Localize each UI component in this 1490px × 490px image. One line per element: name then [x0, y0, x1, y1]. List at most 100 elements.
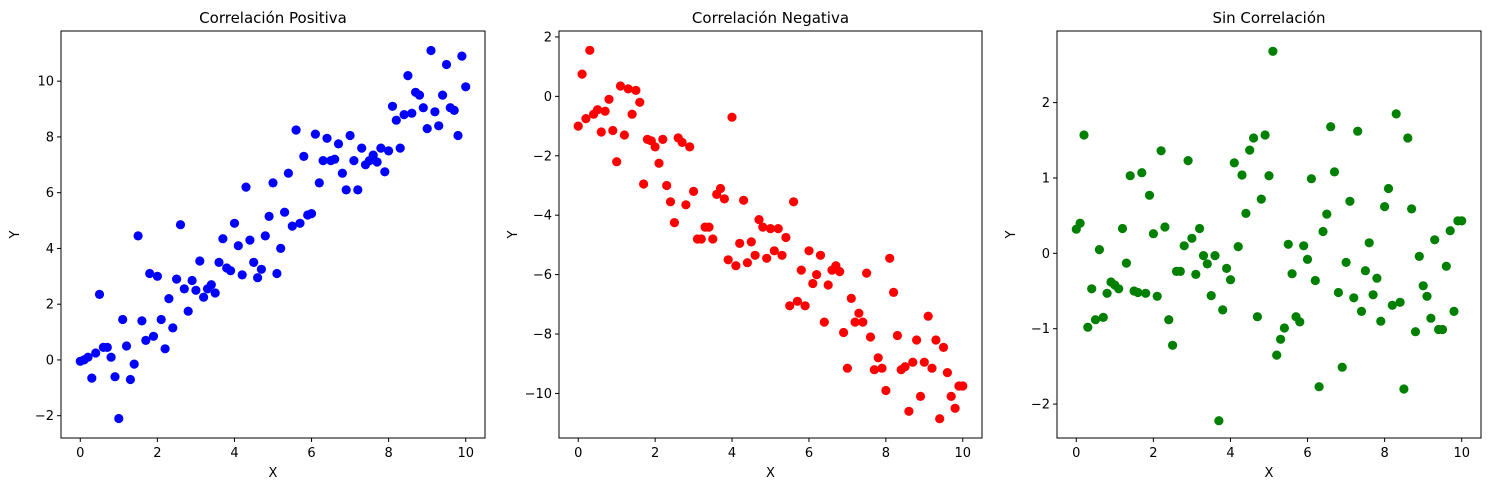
axes-frame — [1056, 30, 1482, 439]
data-point — [577, 69, 587, 79]
data-point — [295, 218, 305, 228]
y-tick-label: 1 — [1042, 171, 1050, 186]
data-point — [422, 124, 432, 134]
axes-frame — [558, 30, 983, 439]
data-point — [391, 115, 401, 125]
data-point — [1175, 266, 1185, 276]
data-point — [1075, 218, 1085, 228]
y-tick-label: 8 — [46, 130, 54, 145]
data-point — [1410, 327, 1421, 337]
data-point — [376, 143, 386, 153]
data-point — [1125, 171, 1135, 181]
data-point — [1279, 323, 1289, 333]
x-axis-ticks: 0 2 4 6 8 10 — [76, 438, 474, 461]
data-point — [1383, 183, 1394, 194]
data-point — [1445, 226, 1455, 236]
data-point — [121, 341, 132, 351]
data-point — [1441, 261, 1451, 271]
data-point — [1137, 168, 1147, 178]
data-point — [619, 130, 630, 140]
data-point — [187, 275, 197, 286]
data-point — [434, 121, 444, 131]
data-point — [87, 373, 97, 383]
data-point — [1214, 416, 1224, 426]
data-point — [685, 142, 695, 152]
data-point — [384, 146, 394, 156]
data-point — [665, 197, 676, 207]
data-point — [885, 253, 895, 263]
data-point — [1418, 281, 1428, 291]
data-point — [935, 414, 945, 424]
data-point — [823, 280, 833, 290]
data-point — [260, 231, 270, 241]
data-point — [1222, 263, 1232, 273]
data-point — [330, 154, 340, 164]
x-tick-label: 6 — [805, 446, 813, 461]
data-point — [380, 167, 390, 177]
data-point — [1187, 233, 1197, 243]
data-point — [892, 330, 903, 341]
data-point — [1245, 145, 1255, 155]
data-point — [608, 125, 618, 136]
y-tick-label: 10 — [37, 75, 54, 90]
data-point — [249, 257, 259, 267]
data-point — [1102, 288, 1112, 298]
data-point — [715, 183, 726, 194]
data-point — [137, 316, 147, 326]
data-point — [923, 311, 933, 321]
data-point — [1287, 269, 1297, 279]
data-point — [889, 287, 899, 297]
data-point — [276, 243, 286, 253]
data-point — [1210, 251, 1220, 261]
data-point — [229, 218, 240, 228]
x-tick-label: 0 — [574, 446, 582, 461]
data-point — [819, 317, 829, 327]
data-point — [168, 323, 178, 333]
y-tick-label: 4 — [46, 242, 54, 257]
data-point — [596, 127, 606, 137]
data-point — [662, 180, 672, 191]
data-point — [457, 51, 467, 61]
x-tick-label: 2 — [1149, 446, 1157, 461]
data-point — [1326, 122, 1336, 132]
data-point — [1098, 312, 1108, 322]
data-point — [669, 218, 680, 228]
data-point — [1233, 242, 1243, 252]
y-tick-label: −2 — [533, 149, 552, 164]
data-point — [1198, 251, 1209, 261]
data-point — [1152, 291, 1162, 301]
data-point — [172, 274, 182, 284]
data-point — [1337, 362, 1347, 372]
data-point — [623, 84, 633, 94]
data-point — [253, 273, 263, 283]
data-point — [291, 125, 301, 135]
data-point — [283, 168, 293, 178]
data-point — [1260, 130, 1270, 140]
data-point — [742, 258, 753, 268]
data-point — [141, 335, 151, 345]
data-point — [1306, 174, 1316, 184]
data-point — [102, 342, 112, 352]
y-tick-label: −1 — [1031, 322, 1050, 337]
data-point — [1391, 109, 1401, 119]
y-axis-label: Y — [8, 230, 23, 239]
data-point — [226, 266, 236, 276]
data-point — [237, 270, 247, 280]
data-point — [796, 265, 806, 275]
data-point — [1133, 287, 1143, 298]
data-point — [792, 296, 803, 306]
data-point — [118, 314, 128, 325]
data-point — [1318, 226, 1328, 237]
data-point — [1241, 208, 1251, 218]
data-point — [418, 103, 428, 113]
x-tick-label: 2 — [651, 446, 659, 461]
data-point — [1422, 291, 1432, 301]
x-tick-label: 6 — [307, 446, 315, 461]
data-points — [573, 45, 968, 424]
data-point — [1087, 284, 1097, 294]
data-point — [1345, 196, 1355, 206]
data-point — [1360, 266, 1370, 276]
data-point — [453, 130, 463, 141]
data-point — [1414, 251, 1424, 261]
data-point — [1430, 235, 1440, 245]
